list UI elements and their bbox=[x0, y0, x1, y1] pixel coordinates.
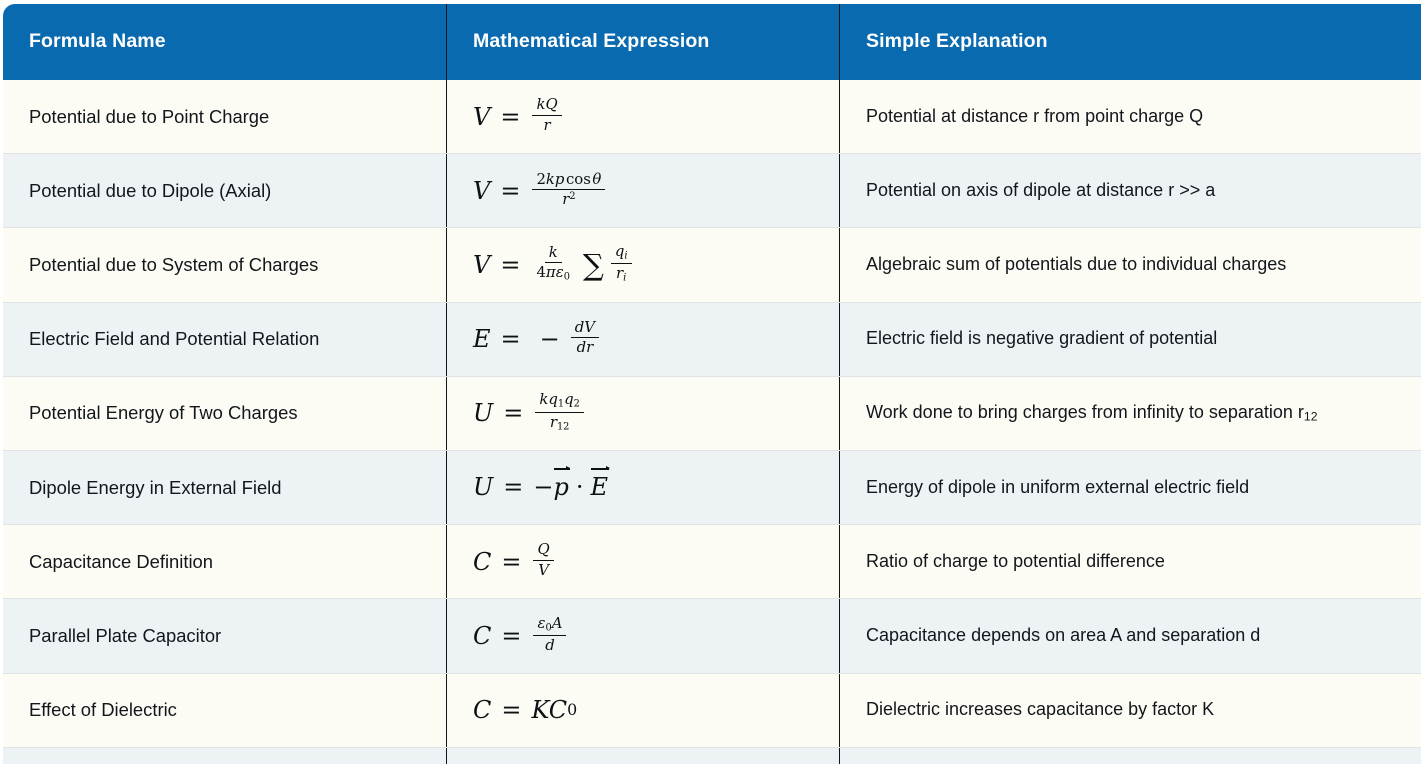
cell-formula-name: Electric Field and Potential Relation bbox=[3, 302, 447, 376]
formula-name-text: Potential Energy of Two Charges bbox=[29, 402, 298, 423]
formula-expression-dipole-energy: U=−p·E bbox=[473, 475, 608, 499]
formula-name-text: Potential due to Point Charge bbox=[29, 106, 269, 127]
cell-explanation: Algebraic sum of potentials due to indiv… bbox=[840, 228, 1421, 302]
formula-name-text: Electric Field and Potential Relation bbox=[29, 328, 319, 349]
cell-explanation: Potential at distance r from point charg… bbox=[840, 80, 1421, 154]
cell-explanation: Potential on axis of dipole at distance … bbox=[840, 154, 1421, 228]
formula-name-text: Potential due to Dipole (Axial) bbox=[29, 180, 271, 201]
cell-expression: U=−p·E bbox=[447, 450, 840, 524]
explanation-text: Energy of dipole in uniform external ele… bbox=[866, 477, 1249, 497]
formula-name-text: Parallel Plate Capacitor bbox=[29, 625, 221, 646]
column-header-mathematical-expression[interactable]: Mathematical Expression bbox=[447, 4, 840, 80]
cell-formula-name: Potential due to Point Charge bbox=[3, 80, 447, 154]
table-row: Potential due to Dipole (Axial) V=2kp co… bbox=[3, 154, 1421, 228]
cell-explanation: Capacitance depends on area A and separa… bbox=[840, 599, 1421, 673]
explanation-subscript: 12 bbox=[1304, 410, 1318, 424]
formula-name-text: Dipole Energy in External Field bbox=[29, 477, 282, 498]
explanation-text: Ratio of charge to potential difference bbox=[866, 551, 1165, 571]
cell-expression bbox=[447, 747, 840, 764]
table-header: Formula Name Mathematical Expression Sim… bbox=[3, 4, 1421, 80]
explanation-text: Potential at distance r from point charg… bbox=[866, 106, 1203, 126]
cell-formula-name: Capacitance Definition bbox=[3, 525, 447, 599]
table-row: Electric Field and Potential Relation E=… bbox=[3, 302, 1421, 376]
header-row: Formula Name Mathematical Expression Sim… bbox=[3, 4, 1421, 80]
table-row: Dipole Energy in External Field U=−p·E E… bbox=[3, 450, 1421, 524]
cell-explanation: Work done to bring charges from infinity… bbox=[840, 376, 1421, 450]
cell-explanation: Electric field is negative gradient of p… bbox=[840, 302, 1421, 376]
explanation-text: Capacitance depends on area A and separa… bbox=[866, 625, 1260, 645]
cell-explanation bbox=[840, 747, 1421, 764]
explanation-text-main: Work done to bring charges from infinity… bbox=[866, 402, 1304, 422]
column-header-simple-explanation[interactable]: Simple Explanation bbox=[840, 4, 1421, 80]
cell-formula-name: Potential Energy of Two Charges bbox=[3, 376, 447, 450]
column-header-formula-name[interactable]: Formula Name bbox=[3, 4, 447, 80]
cell-explanation: Dielectric increases capacitance by fact… bbox=[840, 673, 1421, 747]
formula-name-text: Potential due to System of Charges bbox=[29, 254, 318, 275]
cell-formula-name: Effect of Dielectric bbox=[3, 673, 447, 747]
formula-table: Formula Name Mathematical Expression Sim… bbox=[3, 4, 1421, 764]
cell-formula-name: Potential due to Dipole (Axial) bbox=[3, 154, 447, 228]
formula-name-text: Capacitance Definition bbox=[29, 551, 213, 572]
explanation-text: Electric field is negative gradient of p… bbox=[866, 328, 1217, 348]
cell-formula-name: Parallel Plate Capacitor bbox=[3, 599, 447, 673]
explanation-text: Algebraic sum of potentials due to indiv… bbox=[866, 254, 1286, 274]
cell-formula-name: Dipole Energy in External Field bbox=[3, 450, 447, 524]
formula-name-text: Effect of Dielectric bbox=[29, 699, 177, 720]
cell-formula-name bbox=[3, 747, 447, 764]
cell-explanation: Ratio of charge to potential difference bbox=[840, 525, 1421, 599]
formula-table-container: Formula Name Mathematical Expression Sim… bbox=[3, 4, 1421, 764]
table-row-partial bbox=[3, 747, 1421, 764]
explanation-text: Work done to bring charges from infinity… bbox=[866, 402, 1318, 422]
explanation-text: Potential on axis of dipole at distance … bbox=[866, 180, 1215, 200]
cell-explanation: Energy of dipole in uniform external ele… bbox=[840, 450, 1421, 524]
explanation-text: Dielectric increases capacitance by fact… bbox=[866, 699, 1214, 719]
cell-formula-name: Potential due to System of Charges bbox=[3, 228, 447, 302]
